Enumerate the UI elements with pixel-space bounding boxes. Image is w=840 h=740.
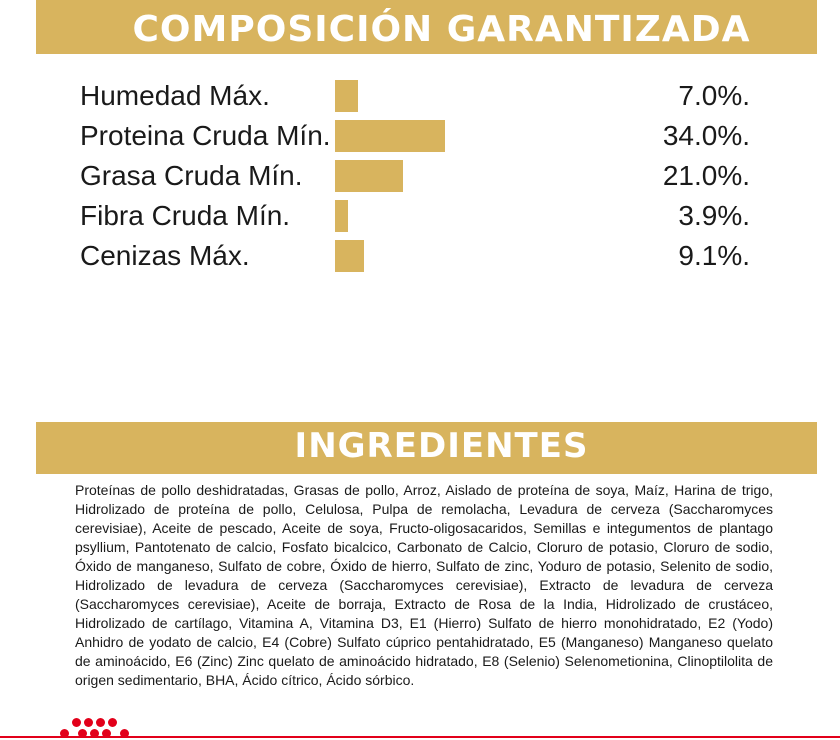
composition-value: 7.0%. xyxy=(678,80,750,111)
composition-bar xyxy=(335,200,348,232)
composition-value: 9.1%. xyxy=(678,240,750,271)
footer-red-line xyxy=(0,736,840,738)
composition-label: Fibra Cruda Mín. xyxy=(80,200,291,231)
composition-table: Humedad Máx. 7.0%. Proteina Cruda Mín. 3… xyxy=(80,76,750,276)
composition-row-cenizas: Cenizas Máx. 9.1%. xyxy=(80,236,750,276)
composition-label: Proteina Cruda Mín. xyxy=(80,120,331,151)
composition-label: Cenizas Máx. xyxy=(80,240,250,271)
composition-value: 21.0%. xyxy=(662,160,750,191)
composition-bar xyxy=(335,240,364,272)
composition-label: Humedad Máx. xyxy=(80,80,270,111)
composition-row-grasa: Grasa Cruda Mín. 21.0%. xyxy=(80,156,750,196)
composition-bar xyxy=(335,160,403,192)
footer xyxy=(0,718,840,740)
composition-value: 3.9%. xyxy=(678,200,750,231)
composition-row-humedad: Humedad Máx. 7.0%. xyxy=(80,76,750,116)
composition-label: Grasa Cruda Mín. xyxy=(80,160,303,191)
composition-title: COMPOSICIÓN GARANTIZADA xyxy=(36,0,817,54)
ingredients-title: INGREDIENTES xyxy=(36,422,817,474)
composition-row-proteina: Proteina Cruda Mín. 34.0%. xyxy=(80,116,750,156)
composition-row-fibra: Fibra Cruda Mín. 3.9%. xyxy=(80,196,750,236)
composition-bar xyxy=(335,120,445,152)
composition-bar xyxy=(335,80,358,112)
composition-value: 34.0%. xyxy=(662,120,750,151)
ingredients-text: Proteínas de pollo deshidratadas, Grasas… xyxy=(75,482,773,688)
